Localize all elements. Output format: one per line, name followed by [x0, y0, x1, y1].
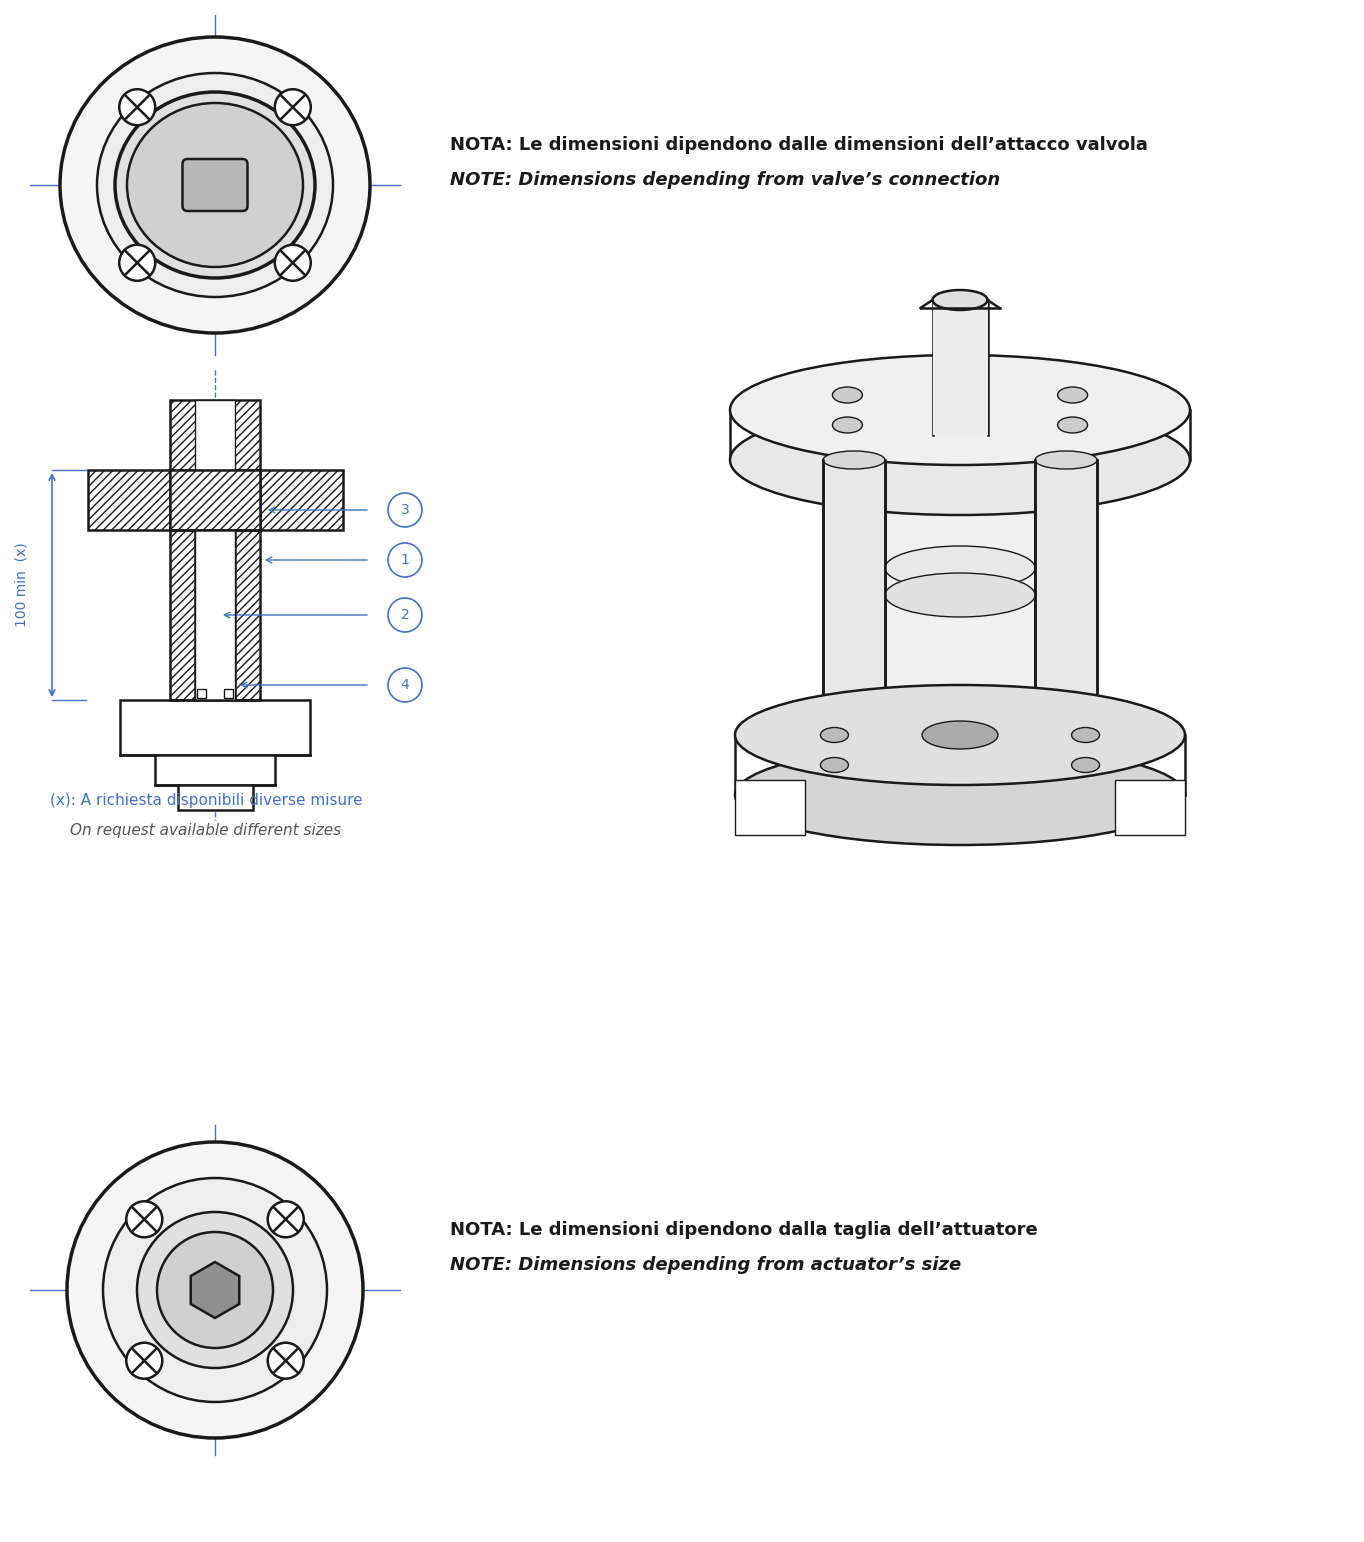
Ellipse shape [735, 745, 1185, 845]
Circle shape [267, 1201, 304, 1237]
Bar [885, 460, 1035, 736]
Text: 100 min  (x): 100 min (x) [15, 543, 29, 628]
Ellipse shape [820, 757, 848, 773]
Circle shape [119, 89, 155, 125]
Ellipse shape [730, 406, 1189, 515]
Ellipse shape [127, 103, 303, 267]
Bar [933, 301, 988, 435]
Bar [196, 689, 206, 699]
Bar [1035, 460, 1097, 736]
Bar [261, 470, 342, 530]
Circle shape [157, 1232, 273, 1348]
Text: NOTA: Le dimensioni dipendono dalle dimensioni dell’attacco valvola: NOTA: Le dimensioni dipendono dalle dime… [450, 136, 1148, 154]
Ellipse shape [97, 72, 333, 298]
Bar [177, 785, 252, 810]
Ellipse shape [735, 685, 1185, 785]
Circle shape [104, 1178, 327, 1402]
Ellipse shape [1057, 416, 1087, 433]
Text: 4: 4 [401, 678, 409, 692]
Text: On request available different sizes: On request available different sizes [70, 822, 341, 837]
Bar [170, 530, 195, 700]
Bar [235, 530, 261, 700]
Circle shape [274, 89, 311, 125]
Circle shape [267, 1343, 304, 1379]
Text: NOTA: Le dimensioni dipendono dalla taglia dell’attuatore: NOTA: Le dimensioni dipendono dalla tagl… [450, 1221, 1038, 1240]
Ellipse shape [933, 290, 988, 310]
Bar [1114, 780, 1185, 836]
Polygon shape [191, 1261, 239, 1318]
Ellipse shape [1035, 450, 1097, 469]
Ellipse shape [922, 722, 998, 749]
Bar [224, 689, 233, 699]
Ellipse shape [730, 355, 1189, 466]
Ellipse shape [115, 93, 315, 278]
Circle shape [387, 598, 421, 632]
Text: 2: 2 [401, 608, 409, 621]
Bar [170, 399, 261, 470]
Bar [195, 399, 235, 470]
Ellipse shape [832, 387, 862, 402]
Circle shape [119, 245, 155, 281]
Bar [195, 530, 235, 700]
Text: NOTE: Dimensions depending from valve’s connection: NOTE: Dimensions depending from valve’s … [450, 171, 1000, 190]
Circle shape [67, 1143, 363, 1439]
Circle shape [127, 1201, 162, 1237]
Circle shape [387, 543, 421, 577]
Bar [822, 460, 885, 736]
Ellipse shape [60, 37, 370, 333]
Bar [120, 700, 310, 756]
Text: (x): A richiesta disponibili diverse misure: (x): A richiesta disponibili diverse mis… [50, 793, 363, 808]
Bar [155, 756, 276, 785]
Ellipse shape [885, 574, 1035, 617]
Circle shape [387, 668, 421, 702]
Circle shape [387, 493, 421, 527]
Ellipse shape [820, 728, 848, 743]
Text: NOTE: Dimensions depending from actuator’s size: NOTE: Dimensions depending from actuator… [450, 1257, 962, 1274]
Text: 1: 1 [401, 554, 409, 567]
Ellipse shape [1072, 728, 1099, 743]
Circle shape [136, 1212, 293, 1368]
Bar [735, 780, 805, 836]
Ellipse shape [1072, 757, 1099, 773]
Ellipse shape [1057, 387, 1087, 402]
Ellipse shape [832, 416, 862, 433]
Bar [87, 470, 170, 530]
FancyBboxPatch shape [183, 159, 247, 211]
Text: 3: 3 [401, 503, 409, 517]
Ellipse shape [822, 450, 885, 469]
Circle shape [127, 1343, 162, 1379]
Ellipse shape [885, 546, 1035, 591]
Bar [170, 470, 261, 530]
Circle shape [274, 245, 311, 281]
